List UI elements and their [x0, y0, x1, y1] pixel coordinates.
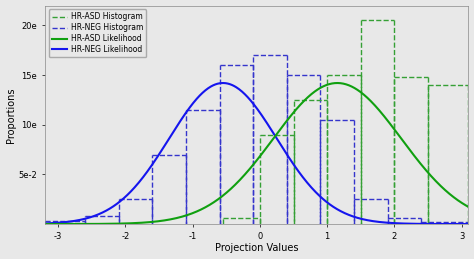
Legend: HR-ASD Histogram, HR-NEG Histogram, HR-ASD Likelihood, HR-NEG Likelihood: HR-ASD Histogram, HR-NEG Histogram, HR-A…: [48, 9, 146, 57]
X-axis label: Projection Values: Projection Values: [215, 243, 298, 254]
Y-axis label: Proportions: Proportions: [6, 87, 16, 142]
